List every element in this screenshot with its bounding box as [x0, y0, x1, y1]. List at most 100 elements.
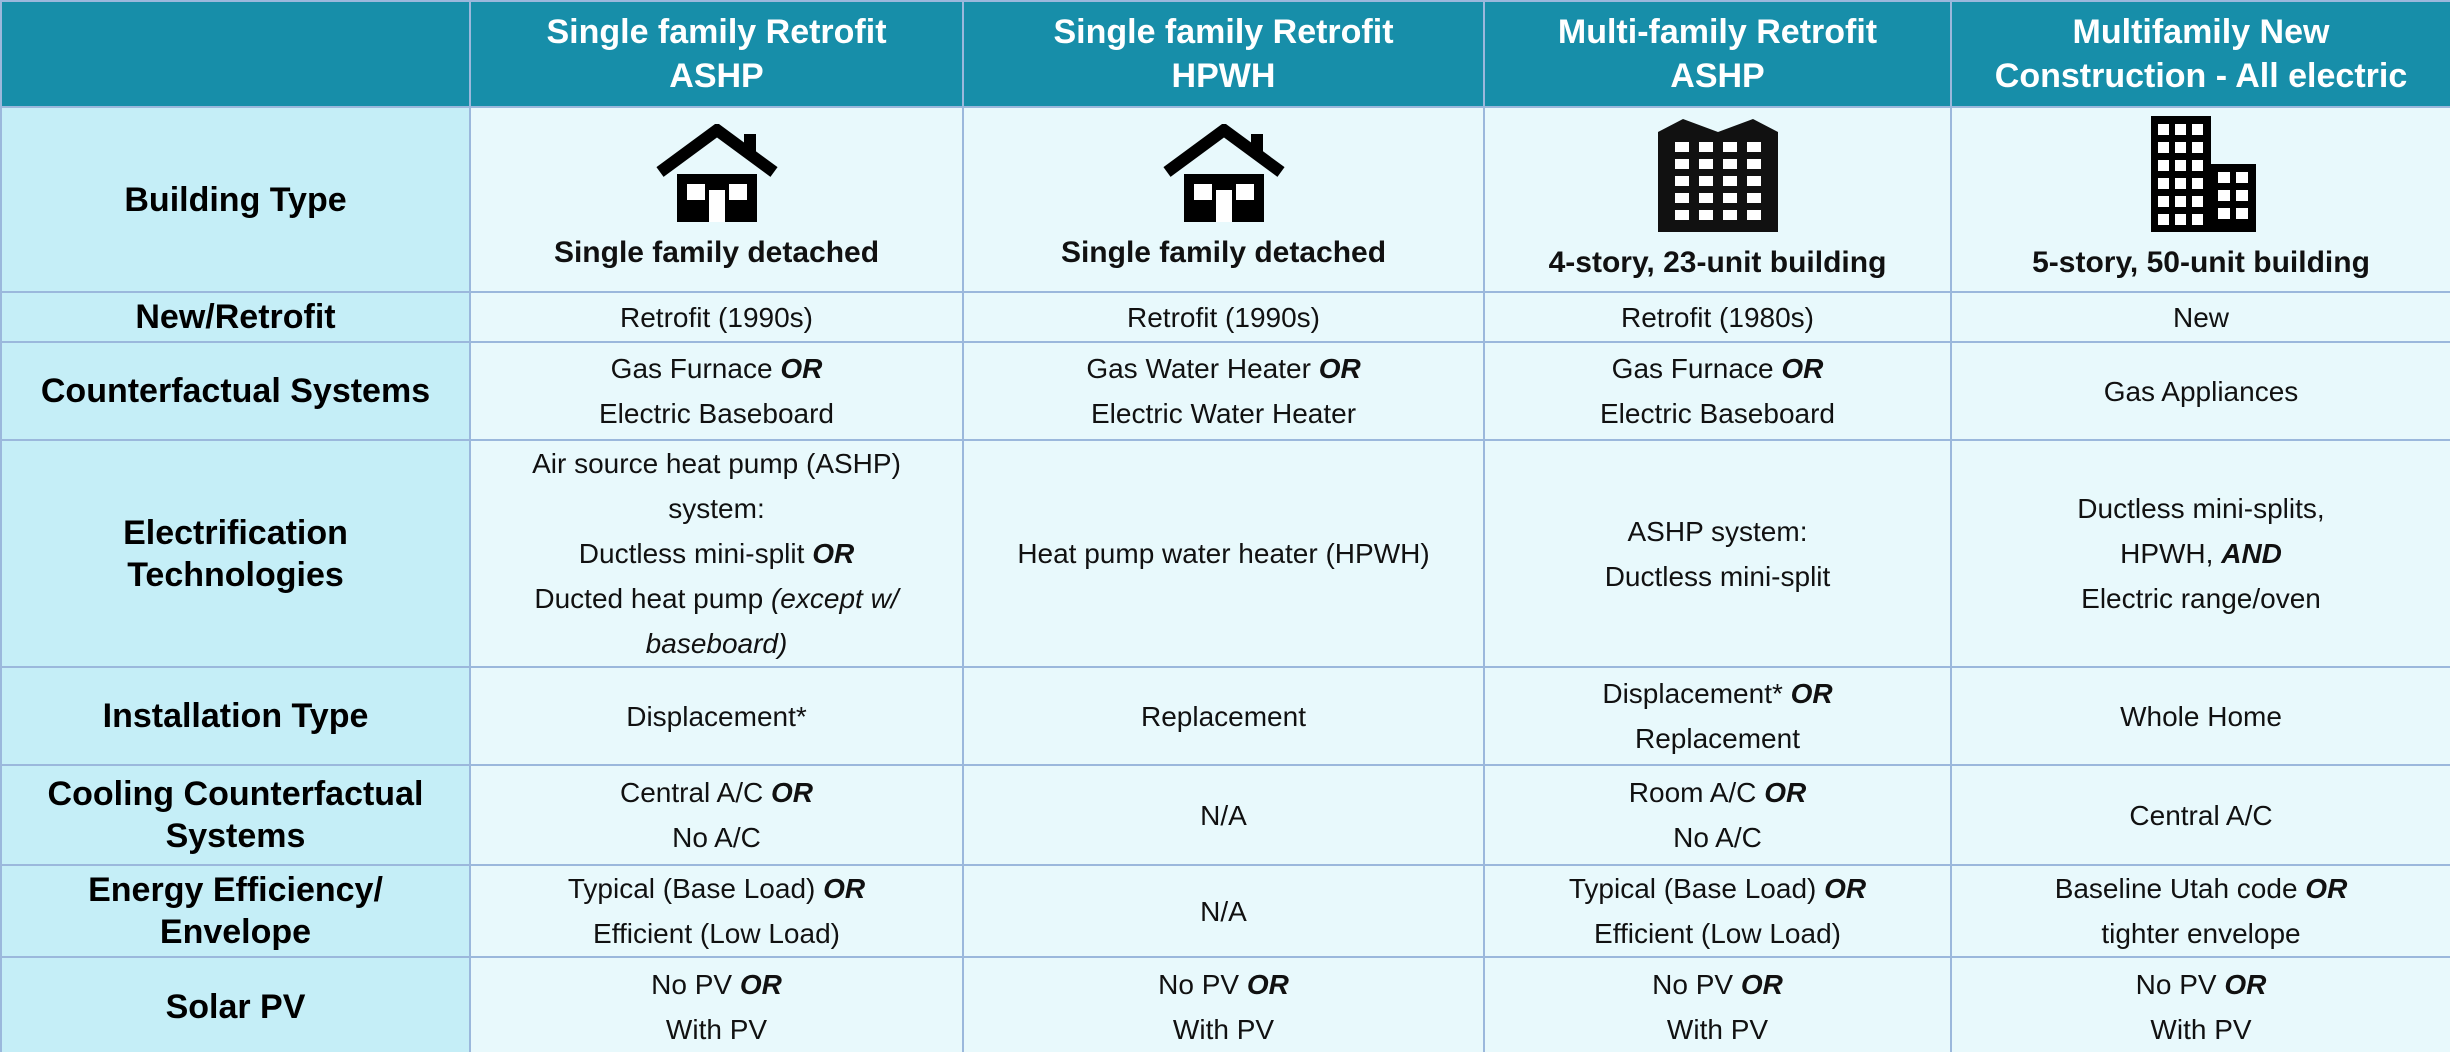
text-line: ASHP [669, 57, 764, 95]
table-cell: Gas Water Heater OR Electric Water Heater [962, 341, 1485, 441]
cell-line: N/A [970, 793, 1477, 838]
text-run: OR [1764, 777, 1807, 808]
text-run: baseboard) [645, 628, 788, 659]
text-line: Cooling Counterfactual [47, 775, 424, 813]
text-run: system: [668, 493, 765, 524]
row-label: Solar PV [0, 956, 471, 1052]
text-run: No PV [651, 968, 740, 1000]
table-cell: New [1950, 291, 2450, 343]
table-cell: No PV OR With PV [1483, 956, 1952, 1052]
house-icon [655, 124, 778, 222]
table-cell: Whole Home [1950, 666, 2450, 766]
cell-line: Electric Baseboard [1491, 391, 1944, 436]
text-run: No PV [1652, 968, 1741, 1000]
cell-line: Displacement* OR [1491, 671, 1944, 716]
cell-line: Central A/C [1958, 793, 2444, 838]
text-run: Baseline Utah code [2054, 873, 2306, 904]
table-cell: Replacement [962, 666, 1485, 766]
text-run: OR [1824, 873, 1867, 904]
table-cell: ASHP system: Ductless mini-split [1483, 439, 1952, 668]
table-cell: Displacement* OR Replacement [1483, 666, 1952, 766]
cell-line: Electric Baseboard [477, 391, 956, 436]
cell-line: 4-story, 23-unit building [1491, 240, 1944, 285]
table-cell: No PV OR With PV [469, 956, 964, 1052]
cell-line: Heat pump water heater (HPWH) [970, 531, 1477, 576]
table-cell: Typical (Base Load) OR Efficient (Low Loa… [469, 864, 964, 958]
text-run: Electric range/oven [2081, 583, 2321, 614]
text-run: No A/C [1673, 822, 1762, 853]
text-line: Systems [165, 817, 306, 855]
text-run: No PV [1158, 968, 1247, 1000]
cell-line: Central A/C OR [477, 770, 956, 815]
cell-line: Ducted heat pump (except w/ [477, 576, 956, 621]
table-cell: No PV OR With PV [962, 956, 1485, 1052]
text-line: Installation Type [102, 697, 369, 735]
cell-line: Retrofit (1990s) [970, 295, 1477, 340]
cell-line: Electric Water Heater [970, 391, 1477, 436]
table-cell: Central A/C [1950, 764, 2450, 866]
table-row: Solar PV No PV OR With PV No PV OR With PV No… [0, 956, 2450, 1052]
cell-line: Gas Water Heater OR [970, 346, 1477, 391]
text-run: New [2172, 301, 2229, 333]
table-cell: Retrofit (1990s) [962, 291, 1485, 343]
cell-line: With PV [477, 1007, 956, 1052]
table-cell: Single family detached [962, 106, 1485, 293]
row-label: Electrification Technologies [0, 439, 471, 668]
text-run: Ductless mini-split [578, 538, 813, 569]
text-run: Gas Appliances [2103, 375, 2299, 407]
text-line: New/Retrofit [135, 298, 336, 336]
text-run: OR [1740, 968, 1783, 1000]
header-row: Single family Retrofit ASHP Single family … [0, 0, 2450, 108]
cell-line: Ductless mini-split OR [477, 531, 956, 576]
table-cell: Heat pump water heater (HPWH) [962, 439, 1485, 668]
table-row: Cooling Counterfactual Systems Central A/C… [0, 764, 2450, 866]
text-run: Ductless mini-splits, [2077, 493, 2325, 524]
text-line: Single family Retrofit [1053, 13, 1394, 51]
text-run: Whole Home [2120, 700, 2282, 732]
text-run: OR [780, 353, 823, 384]
table-cell: N/A [962, 864, 1485, 958]
text-run: Heat pump water heater (HPWH) [1017, 538, 1430, 569]
row-label: New/Retrofit [0, 291, 471, 343]
table-cell: Gas Furnace OR Electric Baseboard [469, 341, 964, 441]
column-header: Single family Retrofit ASHP [469, 0, 964, 108]
cell-line: Air source heat pump (ASHP) [477, 442, 956, 486]
text-run: N/A [1200, 895, 1247, 927]
cell-line: baseboard) [477, 621, 956, 665]
text-run: No PV [2135, 968, 2225, 1000]
cell-line: Gas Appliances [1958, 369, 2444, 414]
text-run: Displacement* [626, 700, 807, 732]
text-run: OR [739, 968, 782, 1000]
text-run: Electric Baseboard [1599, 398, 1835, 429]
apartment-icon [1657, 119, 1778, 232]
text-run: Efficient (Low Load) [1594, 918, 1841, 949]
text-line: Construction - All electric [1994, 57, 2408, 95]
cell-line: No A/C [1491, 815, 1944, 860]
text-run: OR [812, 538, 855, 569]
table-row: Counterfactual Systems Gas Furnace OR Elec… [0, 341, 2450, 441]
column-header: Single family Retrofit HPWH [962, 0, 1485, 108]
text-run: Ducted heat pump [534, 583, 771, 614]
table-row: Energy Efficiency/Envelope Typical (Base … [0, 864, 2450, 958]
text-run: OR [770, 777, 813, 808]
text-line: HPWH [1171, 57, 1276, 95]
cell-line: With PV [1958, 1007, 2444, 1052]
table-cell: Single family detached [469, 106, 964, 293]
cell-line: Retrofit (1980s) [1491, 295, 1944, 340]
text-line: Energy Efficiency/ [88, 871, 383, 909]
cell-line: Room A/C OR [1491, 770, 1944, 815]
text-run: Central A/C [2129, 799, 2273, 831]
cell-line: Retrofit (1990s) [477, 295, 956, 340]
text-line: Solar PV [165, 987, 306, 1026]
cell-line: Electric range/oven [1958, 576, 2444, 621]
text-line: ASHP [1670, 57, 1765, 95]
table-cell: N/A [962, 764, 1485, 866]
text-run: OR [2305, 873, 2348, 904]
cell-line: No PV OR [970, 962, 1477, 1007]
cell-line: Gas Furnace OR [1491, 346, 1944, 391]
cell-line: Typical (Base Load) OR [1491, 867, 1944, 911]
table-row: Installation Type Displacement* Replacemen… [0, 666, 2450, 766]
text-run: 4-story, 23-unit building [1548, 246, 1887, 279]
